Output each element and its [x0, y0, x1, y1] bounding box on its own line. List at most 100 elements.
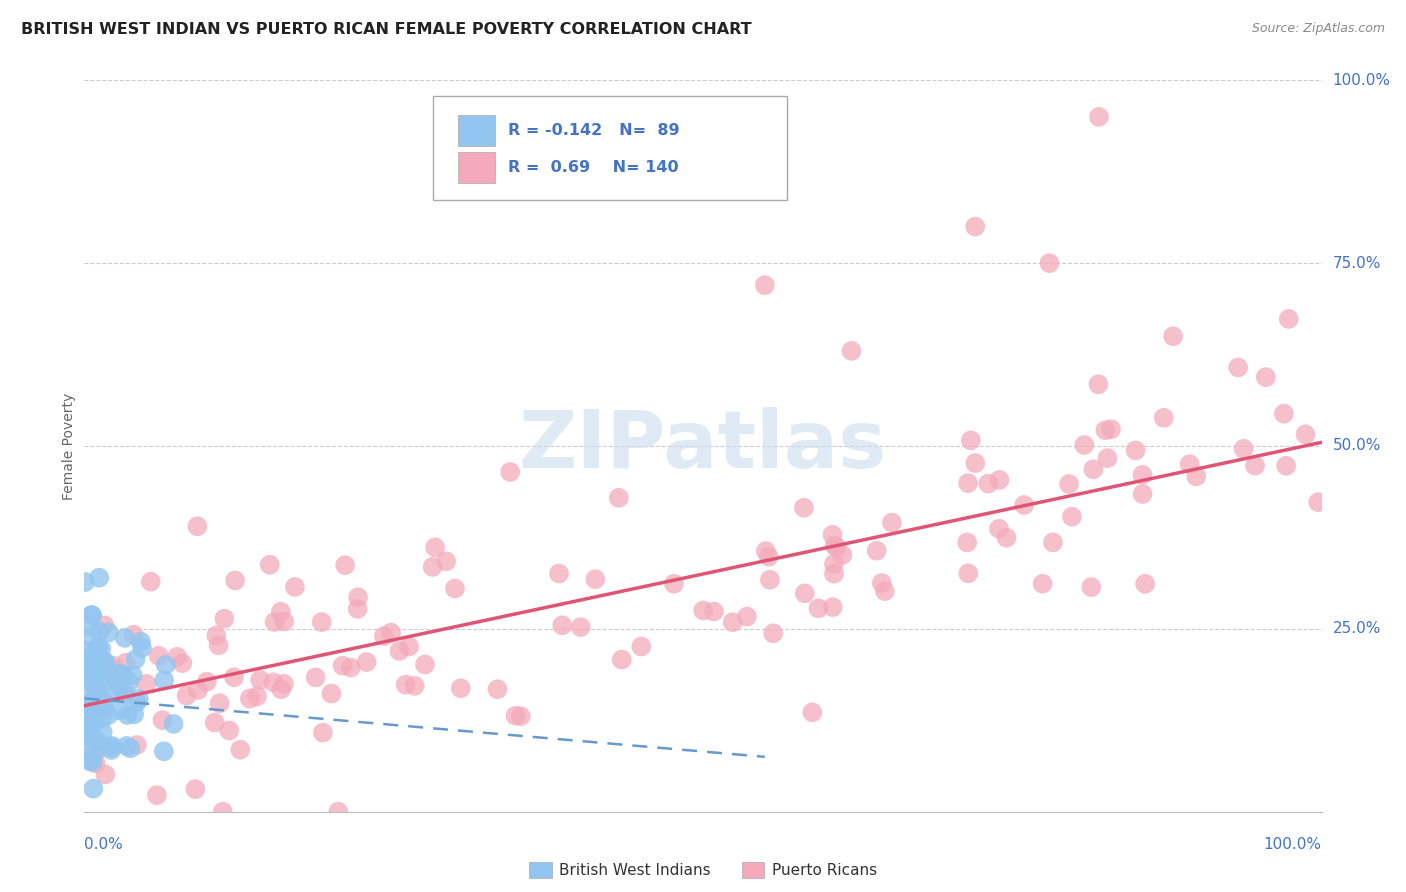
Point: [1080, 580, 1102, 594]
Point: [101, 739, 124, 753]
Point: [259, 558, 281, 572]
Point: [1185, 469, 1208, 483]
Point: [79, 754, 101, 768]
Point: [249, 673, 271, 687]
Point: [284, 580, 307, 594]
Point: [84, 756, 107, 771]
Point: [82, 676, 104, 690]
Point: [270, 605, 292, 619]
Point: [841, 343, 863, 358]
Point: [356, 655, 378, 669]
Point: [166, 649, 188, 664]
Point: [84, 694, 107, 708]
Point: [82, 755, 104, 769]
Point: [821, 600, 844, 615]
Point: [91, 725, 114, 739]
Point: [870, 576, 893, 591]
Point: [214, 612, 236, 626]
Point: [84, 695, 107, 709]
Point: [965, 219, 987, 234]
Point: [90, 702, 112, 716]
Point: [273, 615, 295, 629]
Point: [108, 666, 131, 681]
Point: [444, 582, 467, 596]
Point: [388, 644, 411, 658]
Point: [131, 640, 153, 655]
Point: [321, 687, 343, 701]
Point: [1132, 487, 1154, 501]
Point: [153, 744, 176, 758]
Point: [155, 657, 177, 672]
Point: [1088, 110, 1111, 124]
Point: [146, 788, 169, 802]
Point: [80, 607, 103, 622]
Point: [1060, 509, 1083, 524]
Point: [76, 703, 98, 717]
Point: [395, 678, 418, 692]
Point: [304, 670, 326, 684]
Point: [759, 573, 782, 587]
Point: [825, 541, 848, 555]
Point: [93, 661, 115, 675]
Point: [793, 500, 815, 515]
Point: [1278, 312, 1301, 326]
Point: [73, 644, 96, 658]
Point: [1094, 423, 1116, 437]
Text: 75.0%: 75.0%: [1333, 256, 1381, 270]
Point: [208, 696, 231, 710]
Point: [76, 683, 98, 698]
Point: [1038, 256, 1060, 270]
Point: [82, 648, 104, 662]
Point: [610, 652, 633, 666]
FancyBboxPatch shape: [458, 115, 495, 146]
FancyBboxPatch shape: [458, 152, 495, 183]
Point: [1097, 451, 1119, 466]
Point: [312, 725, 335, 739]
Point: [801, 706, 824, 720]
Text: ZIPatlas: ZIPatlas: [519, 407, 887, 485]
Text: 100.0%: 100.0%: [1333, 73, 1391, 87]
Point: [112, 687, 135, 701]
Point: [1132, 467, 1154, 482]
Point: [79, 619, 101, 633]
Point: [328, 805, 350, 819]
Point: [97, 625, 120, 640]
Point: [91, 694, 114, 708]
Point: [83, 670, 105, 684]
Point: [100, 743, 122, 757]
Point: [988, 522, 1011, 536]
Point: [207, 639, 229, 653]
Point: [662, 576, 685, 591]
Point: [103, 658, 125, 673]
Point: [77, 724, 100, 739]
Point: [218, 723, 240, 738]
Text: R =  0.69    N= 140: R = 0.69 N= 140: [508, 160, 678, 175]
Point: [87, 640, 110, 654]
Point: [97, 708, 120, 723]
Point: [77, 657, 100, 671]
Point: [111, 667, 134, 681]
Point: [114, 631, 136, 645]
Point: [77, 729, 100, 743]
Point: [823, 557, 845, 571]
Point: [824, 539, 846, 553]
Point: [83, 715, 105, 730]
Point: [630, 640, 652, 654]
Point: [1032, 576, 1054, 591]
Point: [505, 708, 527, 723]
Point: [125, 696, 148, 710]
Point: [263, 615, 285, 629]
Point: [122, 707, 145, 722]
Point: [114, 684, 136, 698]
Point: [80, 710, 103, 724]
Point: [224, 574, 246, 588]
Point: [75, 739, 97, 754]
Point: [332, 658, 354, 673]
Point: [1133, 576, 1156, 591]
Point: [423, 541, 446, 555]
Point: [84, 681, 107, 695]
Point: [176, 689, 198, 703]
Text: 100.0%: 100.0%: [1264, 837, 1322, 852]
Point: [204, 715, 226, 730]
Point: [122, 628, 145, 642]
